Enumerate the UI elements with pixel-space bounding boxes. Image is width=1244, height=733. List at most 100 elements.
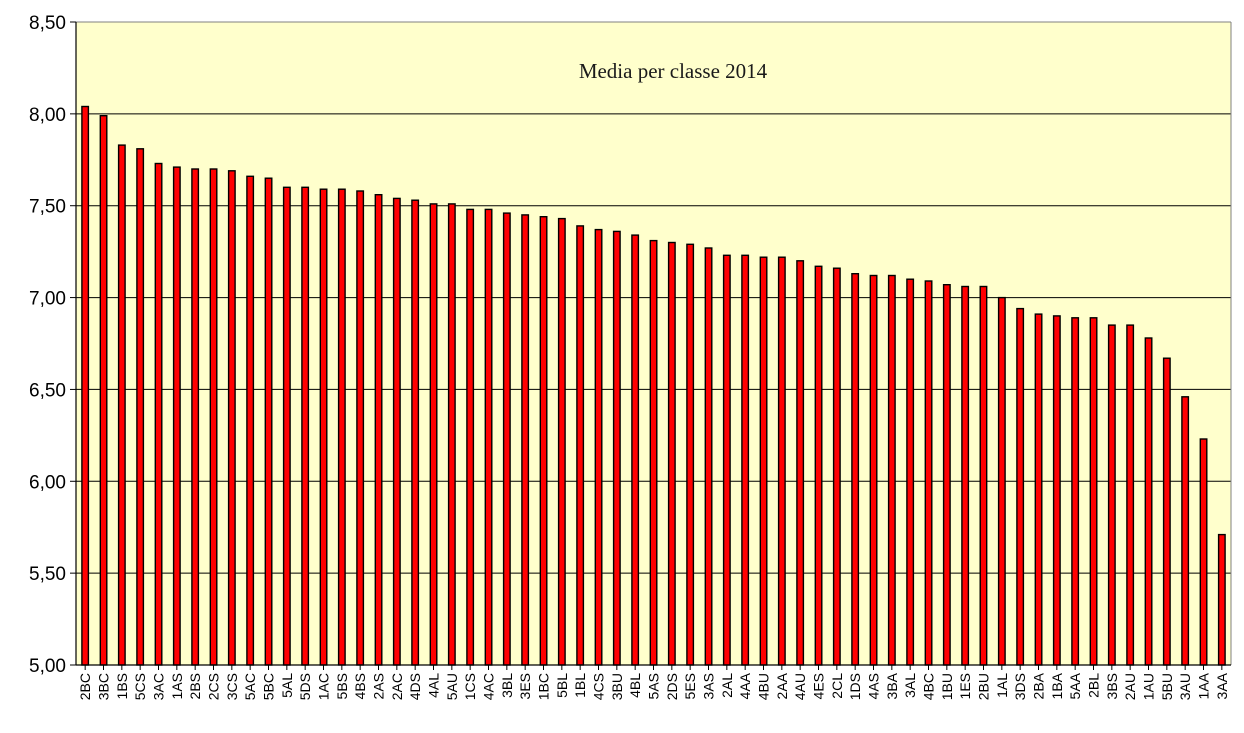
x-tick-label: 3BU (609, 673, 625, 700)
x-tick-label: 2AS (371, 673, 387, 699)
bar-3CS (227, 170, 236, 666)
bar-1BS (117, 144, 126, 666)
x-tick-label: 1BL (572, 673, 588, 698)
x-tick-label: 2AU (1122, 673, 1138, 700)
bar-4BL (631, 234, 640, 666)
x-tick-label: 4BS (352, 673, 368, 699)
x-tick-label: 4AL (426, 673, 442, 698)
bar-5BL (557, 217, 566, 666)
bar-5ES (686, 243, 695, 666)
x-tick-label: 2AC (389, 673, 405, 700)
y-axis-ticks: 5,00 5,50 6,00 6,50 7,00 7,50 8,00 8,50 (29, 13, 76, 677)
x-tick-label: 5DS (297, 673, 313, 700)
bar-3AU (1181, 396, 1190, 666)
bar-4DS (411, 199, 420, 666)
bar-2AA (777, 256, 786, 666)
bar-2CS (209, 168, 218, 666)
bar-4AL (429, 203, 438, 666)
bar-4AU (796, 260, 805, 666)
x-tick-label: 1AU (1141, 673, 1157, 700)
x-tick-label: 3BL (499, 673, 515, 698)
bar-5CS (136, 148, 145, 666)
bar-4AC (484, 208, 493, 666)
bar-3BL (502, 212, 511, 666)
bar-2DS (667, 241, 676, 666)
x-tick-label: 1AS (169, 673, 185, 699)
x-tick-label: 5BL (554, 673, 570, 698)
x-tick-label: 4AU (792, 673, 808, 700)
bar-3AC (154, 162, 163, 666)
x-tick-label: 2BC (77, 673, 93, 700)
bar-2AS (374, 193, 383, 666)
x-tick-label: 1AL (994, 673, 1010, 698)
x-tick-label: 5BC (261, 673, 277, 700)
x-tick-label: 2AL (719, 673, 735, 698)
x-axis-ticks: 2BC 3BC 1BS 5CS 3AC 1AS 2BS 2CS 3CS 5AC 5BC 5AL 5DS 1… (77, 665, 1230, 700)
bar-5AC (246, 175, 255, 666)
x-tick-label: 2CS (206, 673, 222, 700)
x-tick-label: 4BL (627, 673, 643, 698)
x-tick-label: 5AS (646, 673, 662, 699)
x-tick-label: 2BL (1086, 673, 1102, 698)
x-tick-label: 3ES (517, 673, 533, 699)
x-tick-label: 5CS (132, 673, 148, 700)
bar-2AC (392, 197, 401, 666)
x-tick-label: 5ES (682, 673, 698, 699)
bar-1AL (997, 296, 1006, 666)
bar-4ES (814, 265, 823, 666)
y-tick-label: 6,00 (29, 472, 66, 493)
x-tick-label: 3AC (151, 673, 167, 700)
bar-3AL (906, 278, 915, 666)
bar-4BU (759, 256, 768, 666)
bar-4CS (594, 228, 603, 666)
x-tick-label: 4AC (481, 673, 497, 700)
x-tick-label: 5BU (1159, 673, 1175, 700)
x-tick-label: 4AA (737, 672, 753, 699)
bar-5AL (282, 186, 291, 666)
x-tick-label: 3BA (884, 672, 900, 699)
bar-3BU (612, 230, 621, 666)
bar-3AS (704, 247, 713, 666)
bar-5AS (649, 239, 658, 666)
x-tick-label: 1AA (1196, 672, 1212, 699)
x-tick-label: 5AU (444, 673, 460, 700)
x-tick-label: 1AC (316, 673, 332, 700)
bar-5BS (337, 188, 346, 666)
bar-3BC (99, 114, 108, 666)
x-tick-label: 2AA (774, 672, 790, 699)
bar-1AC (319, 188, 328, 666)
x-tick-label: 4ES (811, 673, 827, 699)
x-tick-label: 4CS (591, 673, 607, 700)
x-tick-label: 2BA (1031, 672, 1047, 699)
bar-3ES (521, 214, 530, 666)
bar-2BS (191, 168, 200, 666)
bar-1AU (1144, 337, 1153, 666)
bar-1DS (851, 273, 860, 666)
y-tick-label: 5,50 (29, 564, 66, 585)
bar-4BC (924, 280, 933, 666)
bar-4AS (869, 274, 878, 666)
x-tick-label: 1BU (939, 673, 955, 700)
bar-4BS (356, 190, 365, 666)
x-tick-label: 1BS (114, 673, 130, 699)
bar-5AA (1071, 317, 1080, 666)
x-tick-label: 3BS (1104, 673, 1120, 699)
bar-5DS (301, 186, 310, 666)
chart-title: Media per classe 2014 (579, 59, 768, 83)
x-tick-label: 2BS (187, 673, 203, 699)
bar-1CS (466, 208, 475, 666)
bar-3BS (1107, 324, 1116, 666)
x-tick-label: 5AA (1067, 672, 1083, 699)
x-tick-label: 4DS (407, 673, 423, 700)
bar-2BU (979, 285, 988, 666)
x-tick-label: 5AC (242, 673, 258, 700)
bar-1BU (942, 284, 951, 666)
bar-3DS (1016, 307, 1025, 666)
bar-1BA (1052, 315, 1061, 666)
y-tick-label: 8,00 (29, 105, 66, 126)
bar-1BL (576, 225, 585, 666)
x-tick-label: 4BU (756, 673, 772, 700)
x-tick-label: 1BA (1049, 672, 1065, 699)
bar-2BL (1089, 317, 1098, 666)
